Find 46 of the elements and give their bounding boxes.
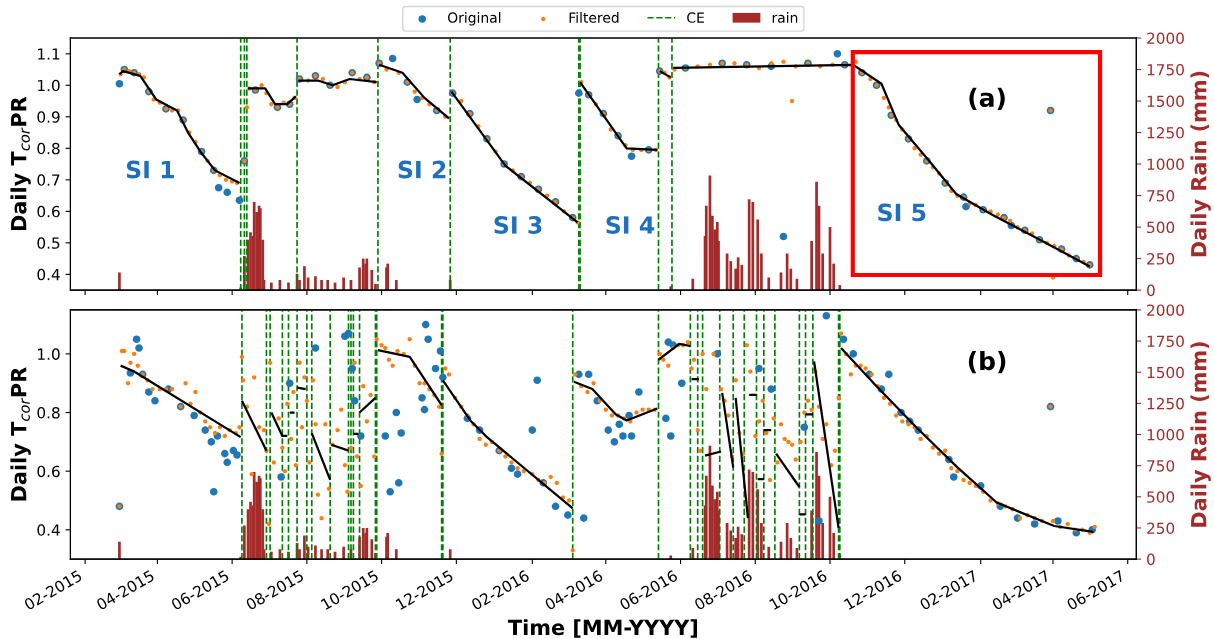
y-tick-label: 0.4 [37,524,60,536]
annotation: SI 1 [126,160,174,179]
annotation: SI 4 [606,216,655,234]
y2-tick-label: 500 [1147,491,1175,503]
y-tick-label: 0.8 [37,142,60,155]
y2-tick-label: 1250 [1147,127,1184,139]
y-tick-label: 0.6 [37,465,60,478]
legend-label: rain [772,12,798,23]
y-tick-label: 0.6 [37,205,60,218]
y2-tick-label: 1500 [1147,95,1184,108]
y-tick-label: 1.0 [38,79,60,92]
y2-tick-label: 2000 [1147,304,1184,316]
legend-label: CE [687,12,704,23]
y-axis-title: Daily T$_{cor}$PR [10,367,31,501]
y2-tick-label: 1750 [1147,64,1184,76]
annotation: (a) [969,87,1005,110]
y-tick-label: 0.9 [37,111,60,123]
y2-axis-title: Daily Rain (mm) [1190,342,1211,527]
y2-tick-label: 1000 [1147,158,1184,171]
y-tick-label: 1.1 [38,48,60,60]
y2-tick-label: 750 [1147,190,1175,202]
legend-label: Original [448,12,501,26]
y2-tick-label: 250 [1147,253,1175,265]
y2-tick-label: 500 [1147,221,1175,234]
y-axis-title: Daily T$_{cor}$PR [10,96,31,231]
y2-tick-label: 0 [1147,284,1155,297]
annotation: (b) [968,350,1006,374]
y-tick-label: 0.7 [37,174,60,186]
x-axis-title: Time [MM-YYYY] [508,619,697,638]
annotation: SI 5 [878,203,926,222]
y2-tick-label: 250 [1147,522,1175,534]
y2-tick-label: 1250 [1147,397,1184,410]
y-tick-label: 0.8 [37,407,60,419]
y-tick-label: 0.4 [37,268,60,281]
y2-tick-label: 1750 [1147,335,1184,348]
annotation: SI 2 [398,160,446,179]
y-tick-label: 0.5 [37,237,60,249]
annotation: SI 3 [494,216,542,234]
legend-label: Filtered [569,12,619,23]
y2-axis-title: Daily Rain (mm) [1190,71,1211,257]
y2-tick-label: 2000 [1147,32,1184,45]
y2-tick-label: 1500 [1147,366,1184,379]
y2-tick-label: 0 [1147,553,1155,566]
y-tick-label: 1.0 [38,348,60,360]
y2-tick-label: 750 [1147,460,1175,472]
y2-tick-label: 1000 [1147,428,1184,441]
